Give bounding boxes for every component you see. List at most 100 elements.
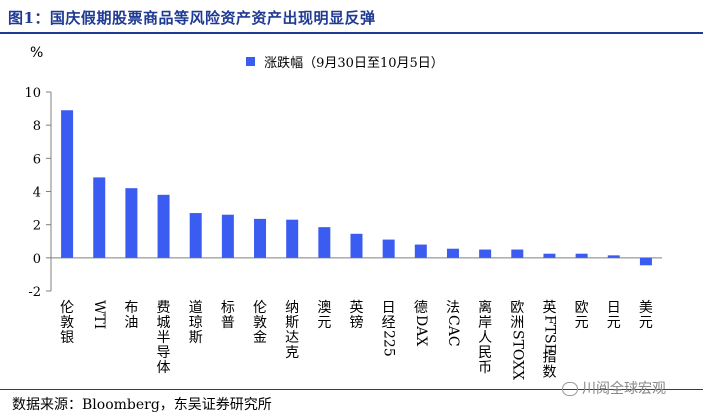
bar <box>382 239 395 258</box>
svg-text:敦: 敦 <box>253 315 267 331</box>
y-tick-label: 4 <box>33 186 41 201</box>
svg-text:半: 半 <box>157 330 171 346</box>
svg-text:斯: 斯 <box>285 315 299 331</box>
bar <box>189 213 202 258</box>
svg-text:体: 体 <box>157 360 171 376</box>
svg-text:克: 克 <box>285 345 299 361</box>
x-tick-label: 英镑 <box>350 299 364 331</box>
svg-text:日: 日 <box>607 300 621 316</box>
y-tick-label: 2 <box>33 219 41 234</box>
svg-text:纳: 纳 <box>285 300 299 316</box>
svg-text:标: 标 <box>221 300 235 316</box>
y-tick-label: 8 <box>33 119 41 134</box>
svg-text:斯: 斯 <box>189 330 203 346</box>
svg-text:欧: 欧 <box>510 300 524 316</box>
bar <box>479 249 492 258</box>
svg-text:银: 银 <box>60 330 74 346</box>
svg-text:欧: 欧 <box>575 300 589 316</box>
bar <box>125 188 138 258</box>
bar <box>446 248 459 258</box>
svg-text:STOXX: STOXX <box>509 330 525 380</box>
svg-text:油: 油 <box>124 315 138 331</box>
svg-text:日: 日 <box>382 300 396 316</box>
y-tick-label: 0 <box>33 252 41 267</box>
x-tick-label: 澳元 <box>317 300 331 331</box>
svg-text:FTSE: FTSE <box>541 315 557 354</box>
y-tick-label: -2 <box>28 285 41 300</box>
svg-text:民: 民 <box>478 345 492 361</box>
svg-text:WTI: WTI <box>91 300 107 329</box>
wechat-icon <box>562 382 578 396</box>
svg-text:镑: 镑 <box>350 315 364 331</box>
bar <box>318 227 331 258</box>
svg-text:币: 币 <box>478 360 492 376</box>
bar <box>254 218 267 258</box>
bar <box>607 255 620 258</box>
svg-text:城: 城 <box>157 315 171 331</box>
svg-text:德: 德 <box>414 300 428 316</box>
x-tick-label: WTI <box>91 300 107 329</box>
svg-text:法: 法 <box>446 300 460 316</box>
bar <box>350 233 363 258</box>
source-note: 数据来源：Bloomberg，东吴证券研究所 <box>12 397 272 413</box>
svg-text:美: 美 <box>639 300 653 316</box>
svg-text:道: 道 <box>189 300 203 316</box>
bar <box>511 249 524 258</box>
svg-text:指: 指 <box>542 350 556 366</box>
legend-swatch-icon <box>246 57 255 66</box>
svg-text:普: 普 <box>221 315 235 331</box>
x-tick-label: 欧元 <box>575 300 589 331</box>
bar <box>157 194 170 258</box>
y-tick-label: 6 <box>33 152 41 167</box>
svg-text:洲: 洲 <box>510 315 524 331</box>
chart-legend: 涨跌幅（9月30日至10月5日） <box>246 52 444 71</box>
bar <box>221 214 234 258</box>
svg-text:离: 离 <box>478 299 492 316</box>
svg-text:元: 元 <box>607 315 621 331</box>
y-tick-label: 10 <box>24 86 41 101</box>
svg-text:英: 英 <box>542 299 556 316</box>
x-tick-label: 伦敦银 <box>60 300 74 346</box>
svg-text:导: 导 <box>157 345 171 361</box>
watermark-text: 川阅全球宏观 <box>582 381 666 397</box>
x-tick-label: 标普 <box>221 300 235 331</box>
bar <box>93 177 106 258</box>
figure-title-bar: 图1：国庆假期股票商品等风险资产资产出现明显反弹 <box>0 0 703 34</box>
svg-text:元: 元 <box>639 315 653 331</box>
svg-text:布: 布 <box>124 300 138 316</box>
svg-text:敦: 敦 <box>60 315 74 331</box>
y-unit-label: % <box>30 45 44 61</box>
title-rule <box>0 32 703 34</box>
svg-text:金: 金 <box>253 330 267 346</box>
bar <box>575 253 588 258</box>
legend-label: 涨跌幅（9月30日至10月5日） <box>264 56 444 71</box>
bar <box>61 110 74 258</box>
svg-text:人: 人 <box>478 330 492 346</box>
svg-text:经: 经 <box>382 315 396 331</box>
x-tick-label: 布油 <box>124 300 138 331</box>
svg-text:费: 费 <box>157 300 171 316</box>
svg-text:琼: 琼 <box>189 315 203 331</box>
bar <box>639 257 652 266</box>
svg-text:数: 数 <box>542 365 556 381</box>
svg-text:DAX: DAX <box>413 315 429 346</box>
svg-text:英: 英 <box>350 299 364 316</box>
svg-text:达: 达 <box>285 330 299 346</box>
watermark: 川阅全球宏观 <box>562 378 666 398</box>
svg-text:225: 225 <box>381 330 397 357</box>
footer-rule <box>0 389 703 390</box>
svg-text:伦: 伦 <box>253 300 267 316</box>
svg-text:澳: 澳 <box>317 300 331 316</box>
svg-text:CAC: CAC <box>445 315 461 347</box>
bar <box>414 244 427 258</box>
bar <box>286 219 299 258</box>
svg-text:元: 元 <box>317 315 331 331</box>
